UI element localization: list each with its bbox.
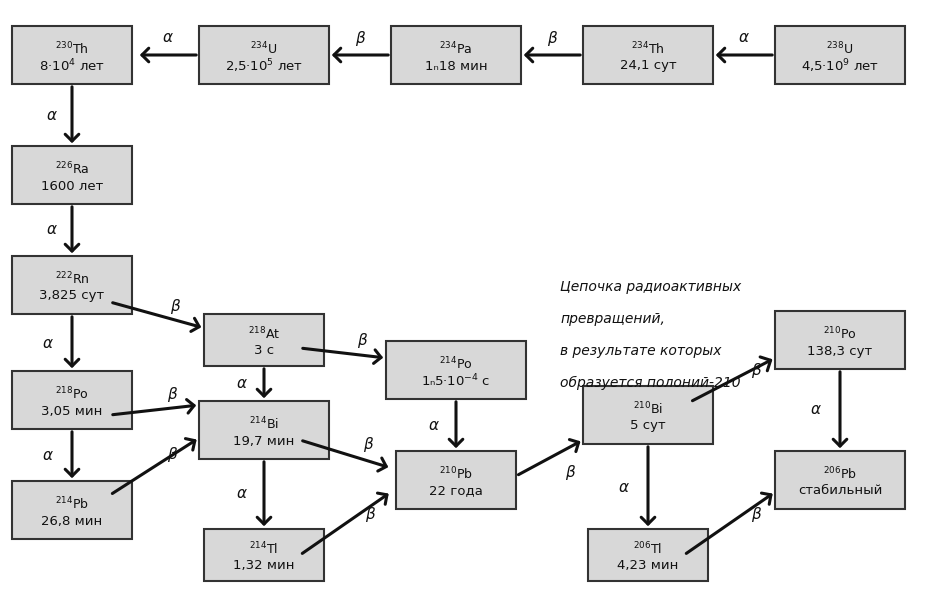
Text: α: α	[237, 487, 247, 501]
Text: α: α	[43, 447, 53, 463]
Bar	[386, 341, 526, 399]
Bar	[199, 26, 329, 84]
Bar	[204, 314, 324, 366]
Text: 24,1 сут: 24,1 сут	[620, 60, 676, 73]
Text: β: β	[358, 333, 367, 347]
Text: 1ₙ18 мин: 1ₙ18 мин	[425, 60, 487, 73]
Text: $^{210}$Po: $^{210}$Po	[823, 326, 857, 342]
Text: превращений,: превращений,	[560, 312, 665, 326]
Text: 5 сут: 5 сут	[630, 419, 666, 432]
Bar	[396, 451, 516, 509]
Text: $^{206}$Pb: $^{206}$Pb	[823, 466, 857, 482]
Text: 3,825 сут: 3,825 сут	[40, 290, 105, 302]
Text: α: α	[811, 402, 821, 418]
Text: α: α	[47, 108, 57, 123]
Text: $^{222}$Rn: $^{222}$Rn	[55, 270, 89, 287]
Bar	[12, 256, 132, 314]
Text: $^{214}$Tl: $^{214}$Tl	[250, 541, 278, 557]
Bar	[12, 26, 132, 84]
Text: 1,32 мин: 1,32 мин	[234, 559, 295, 572]
Text: β: β	[170, 299, 180, 314]
Text: $^{210}$Pb: $^{210}$Pb	[439, 466, 473, 482]
Text: 4,23 мин: 4,23 мин	[618, 559, 678, 572]
Text: $^{234}$U: $^{234}$U	[251, 41, 277, 57]
Bar	[583, 386, 713, 444]
Text: 4,5·10$^{9}$ лет: 4,5·10$^{9}$ лет	[801, 57, 879, 75]
Bar	[12, 371, 132, 429]
Text: α: α	[739, 31, 749, 46]
Text: образуется полоний-210: образуется полоний-210	[560, 376, 741, 390]
Text: α: α	[619, 479, 629, 495]
Text: 3,05 мин: 3,05 мин	[42, 405, 103, 418]
Text: $^{234}$Th: $^{234}$Th	[631, 41, 665, 57]
Bar	[775, 26, 905, 84]
Text: 138,3 сут: 138,3 сут	[808, 344, 872, 357]
Text: α: α	[163, 31, 173, 46]
Bar	[583, 26, 713, 84]
Bar	[12, 146, 132, 204]
Text: $^{226}$Ra: $^{226}$Ra	[55, 161, 89, 177]
Text: 1600 лет: 1600 лет	[41, 179, 103, 192]
Text: β: β	[167, 447, 177, 463]
Text: $^{206}$Tl: $^{206}$Tl	[634, 541, 662, 557]
Text: β: β	[363, 437, 373, 452]
Bar	[199, 401, 329, 459]
Text: β: β	[355, 31, 365, 46]
Text: 19,7 мин: 19,7 мин	[234, 434, 295, 447]
Text: β: β	[751, 362, 761, 378]
Text: $^{218}$Po: $^{218}$Po	[55, 386, 89, 402]
Bar	[204, 529, 324, 581]
Text: $^{218}$At: $^{218}$At	[248, 326, 280, 342]
Text: $^{214}$Bi: $^{214}$Bi	[249, 416, 279, 432]
Text: Цепочка радиоактивных: Цепочка радиоактивных	[560, 280, 742, 294]
Text: стабильный: стабильный	[797, 485, 883, 498]
Text: β: β	[167, 387, 177, 402]
Text: 2,5·10$^{5}$ лет: 2,5·10$^{5}$ лет	[225, 57, 303, 75]
Text: α: α	[43, 336, 53, 351]
Text: β: β	[365, 508, 375, 522]
Text: $^{234}$Pa: $^{234}$Pa	[439, 41, 473, 57]
Bar	[588, 529, 708, 581]
Bar	[775, 311, 905, 369]
Text: β: β	[751, 508, 761, 522]
Text: α: α	[237, 376, 247, 392]
Bar	[12, 481, 132, 539]
Text: 8·10$^{4}$ лет: 8·10$^{4}$ лет	[39, 58, 105, 75]
Text: 1ₙ5·10$^{-4}$ с: 1ₙ5·10$^{-4}$ с	[421, 373, 491, 389]
Bar	[391, 26, 521, 84]
Bar	[775, 451, 905, 509]
Text: α: α	[429, 418, 439, 432]
Text: $^{238}$U: $^{238}$U	[827, 41, 853, 57]
Text: $^{210}$Bi: $^{210}$Bi	[633, 400, 663, 417]
Text: 3 с: 3 с	[254, 344, 274, 357]
Text: $^{214}$Po: $^{214}$Po	[439, 355, 473, 372]
Text: α: α	[47, 222, 57, 238]
Text: $^{214}$Pb: $^{214}$Pb	[55, 496, 89, 513]
Text: $^{230}$Th: $^{230}$Th	[55, 41, 89, 57]
Text: 26,8 мин: 26,8 мин	[42, 514, 102, 527]
Text: 22 года: 22 года	[429, 485, 483, 498]
Text: β: β	[565, 464, 575, 479]
Text: в результате которых: в результате которых	[560, 344, 722, 358]
Text: β: β	[547, 31, 557, 46]
